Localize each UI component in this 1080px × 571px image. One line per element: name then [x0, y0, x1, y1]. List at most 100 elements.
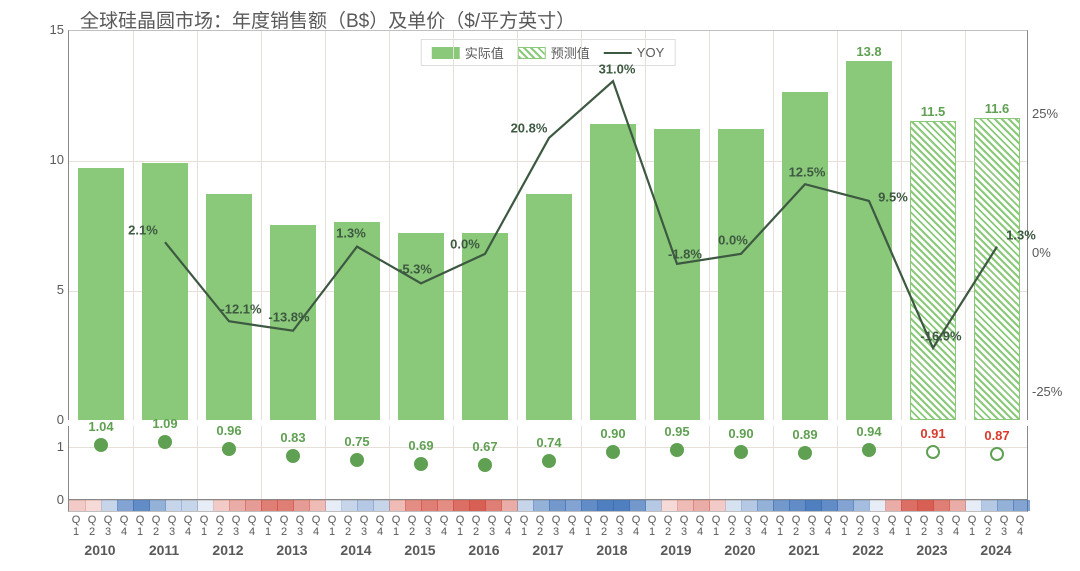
heat-cell: [677, 500, 694, 511]
chart-container: 全球硅晶圆市场：年度销售额（B$）及单价（$/平方英寸） 实际值 预测值 YOY…: [0, 0, 1080, 571]
price-value-label: 1.09: [152, 416, 177, 431]
quarter-label: Q1: [136, 514, 145, 538]
heat-cell: [437, 500, 454, 511]
heat-cell: [965, 500, 982, 511]
heat-cell: [373, 500, 390, 511]
quarter-label: Q3: [424, 514, 433, 538]
quarter-label: Q3: [936, 514, 945, 538]
heat-cell: [869, 500, 886, 511]
heat-cell: [357, 500, 374, 511]
price-dot-actual: [606, 445, 620, 459]
year-label: 2021: [788, 542, 819, 558]
quarter-label: Q3: [872, 514, 881, 538]
price-dot-actual: [862, 443, 876, 457]
year-separator: [389, 426, 390, 499]
heat-cell: [549, 500, 566, 511]
price-value-label: 0.87: [984, 428, 1009, 443]
heat-cell: [213, 500, 230, 511]
heat-cell: [709, 500, 726, 511]
year-separator: [837, 426, 838, 499]
quarter-label: Q2: [920, 514, 929, 538]
heat-cell: [341, 500, 358, 511]
price-value-label: 0.96: [216, 423, 241, 438]
heat-cell: [757, 500, 774, 511]
quarter-label: Q4: [824, 514, 833, 538]
y-tick-right: 25%: [1032, 106, 1058, 121]
quarter-label: Q4: [184, 514, 193, 538]
quarter-label: Q4: [376, 514, 385, 538]
quarter-label: Q4: [440, 514, 449, 538]
heatmap-strip: [68, 500, 1028, 512]
quarter-label: Q4: [120, 514, 129, 538]
y-tick-right: -25%: [1032, 384, 1062, 399]
quarter-label: Q1: [648, 514, 657, 538]
year-label: 2018: [596, 542, 627, 558]
heat-cell: [901, 500, 918, 511]
quarter-label: Q4: [952, 514, 961, 538]
quarter-label: Q3: [744, 514, 753, 538]
heat-cell: [405, 500, 422, 511]
year-label: 2011: [149, 542, 179, 558]
quarter-label: Q3: [296, 514, 305, 538]
quarter-label: Q3: [808, 514, 817, 538]
heat-cell: [181, 500, 198, 511]
quarter-label: Q1: [712, 514, 721, 538]
quarter-label: Q1: [392, 514, 401, 538]
year-separator: [133, 426, 134, 499]
heat-cell: [325, 500, 342, 511]
quarter-label: Q1: [200, 514, 209, 538]
heat-cell: [933, 500, 950, 511]
price-value-label: 0.74: [536, 435, 561, 450]
heat-cell: [133, 500, 150, 511]
quarter-label: Q3: [680, 514, 689, 538]
quarter-label: Q2: [408, 514, 417, 538]
heat-cell: [725, 500, 742, 511]
year-label: 2012: [212, 542, 243, 558]
year-label: 2014: [340, 542, 371, 558]
price-value-label: 0.83: [280, 430, 305, 445]
heat-cell: [885, 500, 902, 511]
y-tick-left: 5: [24, 282, 64, 297]
heat-cell: [165, 500, 182, 511]
price-value-label: 0.95: [664, 424, 689, 439]
price-value-label: 0.91: [920, 426, 945, 441]
heat-cell: [421, 500, 438, 511]
heat-cell: [565, 500, 582, 511]
year-label: 2022: [852, 542, 883, 558]
unit-price-plot: 1.041.090.960.830.750.690.670.740.900.95…: [68, 426, 1028, 500]
quarter-label: Q1: [840, 514, 849, 538]
quarter-label: Q1: [328, 514, 337, 538]
price-dot-actual: [414, 457, 428, 471]
heat-cell: [837, 500, 854, 511]
year-separator: [773, 426, 774, 499]
price-value-label: 0.90: [728, 426, 753, 441]
year-separator: [261, 426, 262, 499]
heat-cell: [949, 500, 966, 511]
quarter-label: Q2: [152, 514, 161, 538]
year-separator: [453, 426, 454, 499]
year-label: 2015: [404, 542, 435, 558]
heat-cell: [693, 500, 710, 511]
heat-cell: [597, 500, 614, 511]
heat-cell: [245, 500, 262, 511]
quarter-label: Q2: [664, 514, 673, 538]
price-value-label: 0.69: [408, 438, 433, 453]
heat-cell: [517, 500, 534, 511]
quarter-label: Q4: [696, 514, 705, 538]
year-separator: [197, 426, 198, 499]
quarter-label: Q2: [536, 514, 545, 538]
quarter-label: Q3: [360, 514, 369, 538]
year-separator: [645, 426, 646, 499]
quarter-label: Q3: [552, 514, 561, 538]
quarter-label: Q1: [584, 514, 593, 538]
price-dot-actual: [350, 453, 364, 467]
heat-cell: [277, 500, 294, 511]
price-dot-actual: [798, 446, 812, 460]
quarter-label: Q1: [264, 514, 273, 538]
quarter-label: Q4: [632, 514, 641, 538]
price-dot-actual: [222, 442, 236, 456]
price-value-label: 0.94: [856, 424, 881, 439]
heat-cell: [821, 500, 838, 511]
year-label: 2013: [276, 542, 307, 558]
y-tick-left: 10: [24, 152, 64, 167]
